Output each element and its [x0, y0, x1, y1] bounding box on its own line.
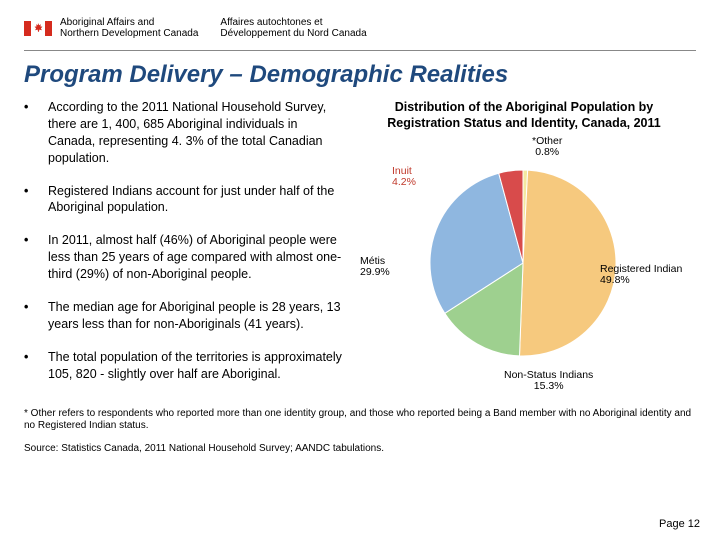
pie-chart: *Other0.8% Registered Indian49.8% Non-St…: [354, 136, 684, 402]
header-divider: [24, 50, 696, 51]
pie-label-inuit: Inuit4.2%: [392, 166, 416, 189]
list-item: •According to the 2011 National Househol…: [24, 99, 342, 167]
pie-label-other: *Other0.8%: [532, 136, 562, 159]
department-wordmark: Aboriginal Affairs and Northern Developm…: [60, 17, 367, 40]
footnote: * Other refers to respondents who report…: [24, 408, 696, 433]
pie-label-non-status: Non-Status Indians15.3%: [504, 370, 593, 393]
list-item: •Registered Indians account for just und…: [24, 183, 342, 217]
pie-label-metis: Métis29.9%: [360, 256, 390, 279]
page-title: Program Delivery – Demographic Realities: [24, 61, 696, 89]
page-number: Page 12: [659, 518, 700, 530]
pie-label-registered-indian: Registered Indian49.8%: [600, 264, 682, 287]
pie-svg: [430, 170, 616, 356]
dept-en-1: Aboriginal Affairs and: [60, 17, 198, 29]
dept-fr-2: Développement du Nord Canada: [220, 28, 366, 40]
list-item: •In 2011, almost half (46%) of Aborigina…: [24, 232, 342, 283]
dept-fr-1: Affaires autochtones et: [220, 17, 366, 29]
source-line: Source: Statistics Canada, 2011 National…: [24, 443, 696, 454]
bullet-list: •According to the 2011 National Househol…: [24, 99, 342, 382]
dept-en-2: Northern Development Canada: [60, 28, 198, 40]
list-item: •The median age for Aboriginal people is…: [24, 299, 342, 333]
canada-flag-icon: [24, 21, 52, 36]
gov-header: Aboriginal Affairs and Northern Developm…: [24, 14, 696, 42]
chart-title: Distribution of the Aboriginal Populatio…: [354, 99, 694, 132]
list-item: •The total population of the territories…: [24, 349, 342, 383]
